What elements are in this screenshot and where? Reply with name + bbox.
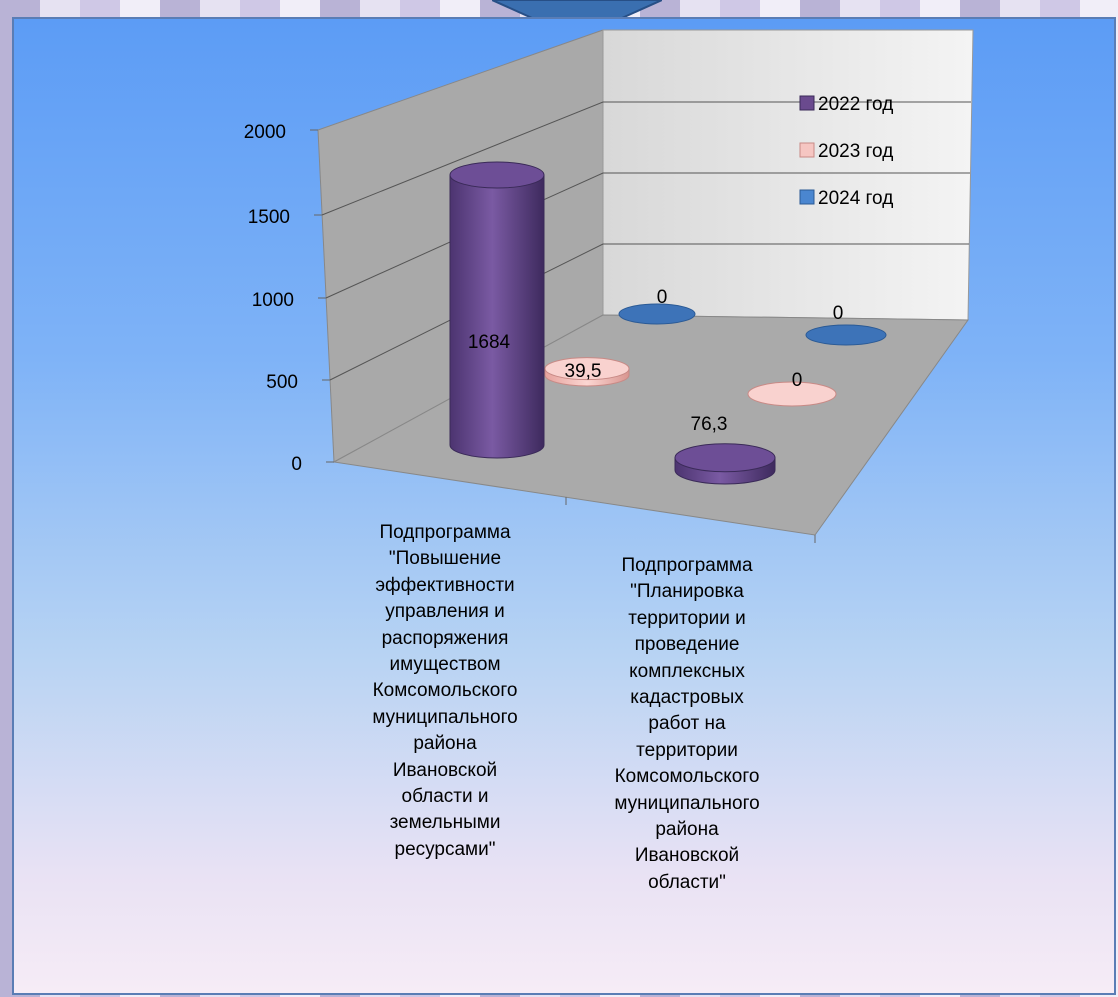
data-label-2-1: 39,5 [565,361,602,382]
legend-swatch-1 [799,95,815,111]
y-tick-label: 1500 [248,207,290,228]
legend-label-3: 2024 год [818,188,893,209]
legend-label-2: 2023 год [818,141,893,162]
gridlines [321,101,971,381]
category-label-1: Подпрограмма "Повышение эффективности уп… [372,522,518,860]
legend: 2022 год 2023 год 2024 год [799,94,893,209]
data-label-3-1: 0 [657,287,668,308]
data-label-1-1: 1684 [468,332,511,353]
legend-swatch-3 [799,189,815,205]
legend-swatch-2 [799,142,815,158]
back-wall [602,29,974,321]
y-tick-label: 1000 [252,290,294,311]
bar-1-1 [449,161,545,459]
top-arrow-shape [492,0,662,18]
bar-2-1 [544,357,630,387]
y-tick-label: 2000 [244,122,286,143]
bar-3-2 [805,324,887,346]
y-axis [310,129,816,543]
y-tick-label: 500 [266,372,298,393]
bar-3-1 [618,303,696,325]
data-labels: 1684 76,3 39,5 0 0 0 [468,287,843,435]
category-label-2: Подпрограмма "Планировка территории и пр… [614,555,760,893]
y-tick-labels: 0 500 1000 1500 2000 [244,122,302,475]
bars [449,161,887,485]
bar-2-2 [747,381,837,407]
y-tick-label: 0 [291,454,302,475]
data-label-3-2: 0 [833,303,844,324]
legend-label-1: 2022 год [818,94,893,115]
bar-1-2 [674,443,776,485]
data-label-1-2: 76,3 [691,414,728,435]
data-label-2-2: 0 [792,370,803,391]
